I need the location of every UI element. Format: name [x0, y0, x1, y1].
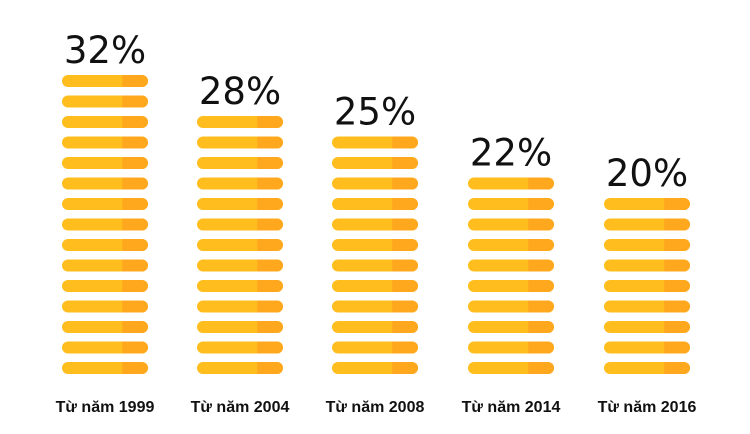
- coin: [332, 157, 418, 169]
- coin: [604, 198, 690, 210]
- coin: [332, 136, 418, 149]
- coin: [332, 362, 418, 374]
- coin-stack: [468, 177, 554, 374]
- coin: [62, 95, 148, 108]
- coin: [62, 177, 148, 190]
- value-label: 22%: [470, 132, 552, 175]
- coin: [197, 218, 283, 231]
- coin: [604, 341, 690, 354]
- coin-stack: [62, 75, 148, 374]
- coin: [197, 198, 283, 210]
- category-label: Từ năm 2014: [462, 399, 561, 416]
- coin: [332, 341, 418, 354]
- coin: [197, 321, 283, 333]
- coin: [197, 259, 283, 272]
- coin: [468, 300, 554, 313]
- coin: [62, 300, 148, 313]
- coin-stack: [604, 198, 690, 374]
- coin: [62, 218, 148, 231]
- coin: [62, 157, 148, 169]
- coin: [604, 239, 690, 251]
- coin: [197, 300, 283, 313]
- coin: [62, 362, 148, 374]
- category-label: Từ năm 2016: [598, 399, 697, 416]
- coin: [62, 116, 148, 128]
- coin: [62, 75, 148, 87]
- coin: [197, 136, 283, 149]
- value-label: 20%: [606, 152, 688, 195]
- coin: [468, 198, 554, 210]
- coin: [468, 341, 554, 354]
- coin: [332, 177, 418, 190]
- coin: [197, 116, 283, 128]
- coin: [62, 239, 148, 251]
- coin: [197, 157, 283, 169]
- coin: [62, 259, 148, 272]
- coin: [332, 218, 418, 231]
- coin: [197, 280, 283, 292]
- coin: [468, 362, 554, 374]
- coin: [468, 259, 554, 272]
- category-label: Từ năm 1999: [56, 399, 155, 416]
- coin: [604, 280, 690, 292]
- coin-stack: [332, 136, 418, 374]
- coin: [604, 259, 690, 272]
- category-label: Từ năm 2008: [326, 399, 425, 416]
- coin: [62, 136, 148, 149]
- coin: [604, 300, 690, 313]
- coin: [197, 177, 283, 190]
- coin: [468, 321, 554, 333]
- coin: [468, 177, 554, 190]
- coin: [604, 218, 690, 231]
- coin: [62, 341, 148, 354]
- coin: [197, 341, 283, 354]
- coin: [604, 362, 690, 374]
- value-label: 32%: [64, 29, 146, 72]
- coin: [332, 239, 418, 251]
- value-label: 25%: [334, 91, 416, 134]
- coin: [468, 218, 554, 231]
- coin: [332, 259, 418, 272]
- coin: [62, 321, 148, 333]
- coin-stack: [197, 116, 283, 374]
- coin: [332, 198, 418, 210]
- value-label: 28%: [199, 70, 281, 113]
- coin: [62, 198, 148, 210]
- coin: [468, 280, 554, 292]
- coin: [604, 321, 690, 333]
- coin: [332, 280, 418, 292]
- coin: [197, 362, 283, 374]
- coin: [468, 239, 554, 251]
- coin: [332, 321, 418, 333]
- coin: [332, 300, 418, 313]
- coin: [197, 239, 283, 251]
- category-label: Từ năm 2004: [191, 399, 290, 416]
- coin: [62, 280, 148, 292]
